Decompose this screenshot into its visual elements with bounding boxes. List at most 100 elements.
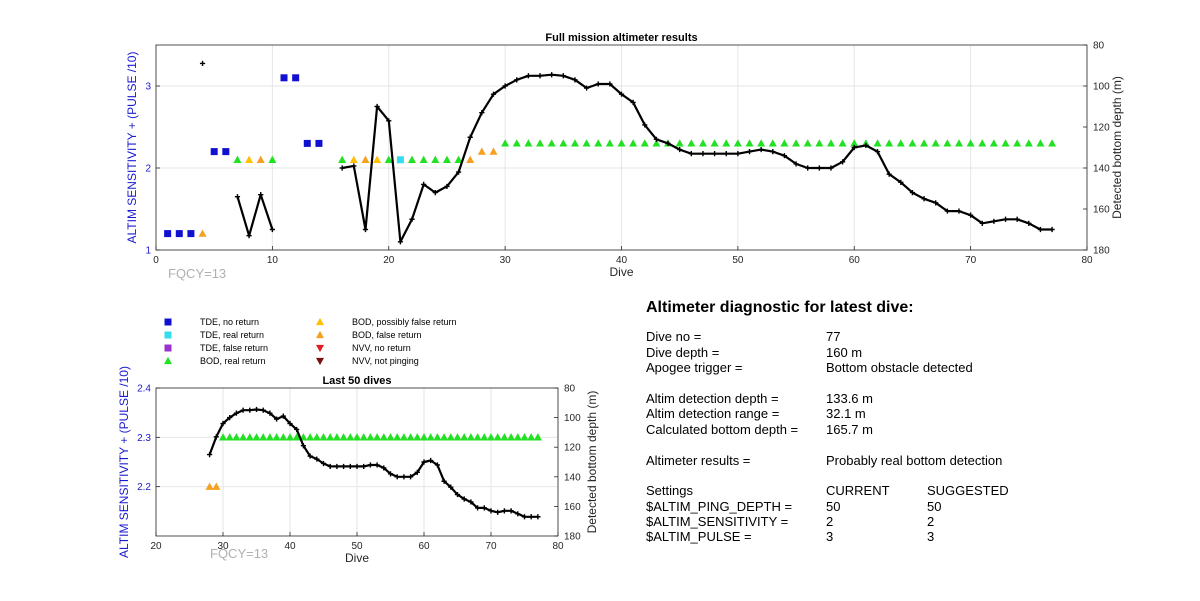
suggested-header: SUGGESTED	[927, 483, 1009, 499]
triangle-marker	[406, 433, 415, 441]
triangle-marker	[513, 433, 522, 441]
depth-point	[1014, 216, 1020, 222]
setting-current: 2	[826, 514, 834, 530]
depth-point	[991, 218, 997, 224]
depth-line	[236, 193, 274, 237]
depth-point	[421, 459, 427, 465]
depth-point	[805, 165, 811, 171]
square-marker	[175, 230, 183, 238]
depth-point	[434, 462, 440, 468]
triangle-marker	[361, 155, 370, 163]
depth-point	[560, 73, 566, 79]
altim-depth-row: Altim detection depth = 133.6 m	[646, 391, 1009, 406]
y2-tick-label: 180	[564, 532, 581, 543]
depth-point	[770, 149, 776, 155]
settings-header-row: Settings CURRENT SUGGESTED	[646, 483, 1009, 498]
setting-suggested: 2	[927, 514, 935, 530]
depth-point	[595, 81, 601, 87]
triangle-marker	[339, 433, 348, 441]
depth-point	[549, 72, 555, 78]
triangle-marker	[943, 139, 952, 147]
triangle-marker	[225, 433, 234, 441]
x-tick-label: 50	[351, 541, 363, 552]
depth-point	[490, 91, 497, 97]
depth-point	[488, 508, 494, 514]
x-tick-label: 0	[153, 255, 159, 266]
square-marker	[187, 230, 195, 238]
triangle-marker	[349, 155, 358, 163]
depth-point	[334, 463, 340, 470]
depth-point	[300, 443, 306, 449]
calc-depth-value: 165.7 m	[826, 421, 873, 437]
triangle-marker	[413, 433, 422, 441]
depth-point	[258, 192, 264, 198]
triangle-marker	[256, 155, 265, 163]
triangle-marker	[850, 139, 859, 147]
diagnostic-title: Altimeter diagnostic for latest dive:	[646, 299, 914, 316]
triangle-marker	[768, 139, 777, 147]
triangle-marker	[265, 433, 274, 441]
y2-tick-label: 140	[1093, 164, 1110, 175]
marker-legend: TDE, no return TDE, real return TDE, false…	[164, 317, 457, 366]
depth-point	[1049, 226, 1055, 233]
triangle-marker	[219, 433, 227, 441]
depth-point	[234, 194, 241, 200]
triangle-marker	[332, 433, 341, 441]
x-tick-label: 30	[500, 255, 512, 266]
depth-point	[432, 190, 438, 196]
triangle-marker	[460, 433, 469, 441]
triangle-marker	[687, 139, 696, 147]
results-row: Altimeter results = Probably real bottom…	[646, 453, 1009, 468]
y-tick-label: 2	[145, 164, 151, 175]
depth-point	[863, 142, 869, 149]
depth-point	[374, 103, 380, 110]
depth-point	[339, 165, 345, 171]
square-marker	[292, 74, 300, 82]
triangle-marker	[477, 147, 486, 155]
triangle-marker	[920, 139, 929, 147]
y-axis-label: ALTIM SENSITIVITY + (PULSE /10)	[125, 52, 139, 244]
square-marker	[303, 139, 311, 147]
depth-point	[381, 465, 387, 471]
depth-point	[535, 514, 541, 520]
depth-point	[618, 91, 625, 97]
apogee-value: Bottom obstacle detected	[826, 360, 973, 376]
depth-point	[1026, 220, 1032, 226]
triangle-marker	[164, 356, 172, 365]
settings-label: Settings	[646, 483, 693, 499]
frequency-annotation: FQCY=13	[210, 546, 268, 561]
depth-point	[933, 200, 939, 206]
y2-tick-label: 100	[564, 413, 581, 424]
triangle-marker	[453, 433, 462, 441]
triangle-marker	[954, 139, 963, 147]
triangle-marker	[259, 433, 268, 441]
triangle-marker	[316, 330, 324, 339]
triangle-marker	[966, 139, 975, 147]
y-tick-label: 2.4	[137, 384, 151, 395]
x-tick-label: 60	[849, 255, 861, 266]
triangle-marker	[252, 433, 261, 441]
setting-suggested: 50	[927, 498, 942, 514]
depth-point	[688, 151, 694, 157]
calc-depth-label: Calculated bottom depth =	[646, 421, 799, 437]
depth-point	[665, 140, 671, 146]
setting-row: $ALTIM_SENSITIVITY = 2 2	[646, 514, 1009, 529]
triangle-marker	[205, 482, 214, 490]
depth-point	[397, 239, 403, 245]
x-tick-label: 50	[732, 255, 744, 266]
triangle-marker	[559, 139, 568, 147]
x-tick-label: 40	[616, 255, 628, 266]
triangle-marker	[896, 139, 905, 147]
depth-point	[361, 463, 367, 470]
depth-point	[909, 190, 916, 196]
setting-name: $ALTIM_PING_DEPTH =	[646, 498, 793, 514]
dive-depth-label: Dive depth =	[646, 344, 720, 360]
y2-tick-label: 140	[564, 472, 581, 483]
triangle-marker	[426, 433, 435, 441]
depth-point	[294, 426, 300, 433]
triangle-marker	[233, 155, 242, 163]
depth-point	[501, 508, 507, 514]
depth-point	[253, 406, 260, 413]
setting-current: 50	[826, 498, 841, 514]
